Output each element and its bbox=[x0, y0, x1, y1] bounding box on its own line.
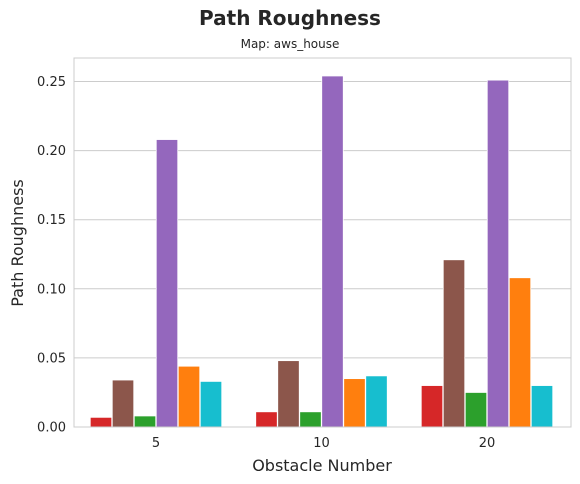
y-tick-label: 0.15 bbox=[37, 213, 66, 228]
bars bbox=[89, 75, 554, 428]
chart-subtitle: Map: aws_house bbox=[240, 37, 340, 51]
bar-series-5-cat-5 bbox=[177, 365, 201, 428]
bar-series-3-cat-10 bbox=[299, 411, 322, 428]
bar-series-6-cat-5 bbox=[199, 380, 223, 428]
plot-frame bbox=[73, 57, 572, 428]
y-tick-label: 0.20 bbox=[37, 144, 66, 159]
bar-series-3-cat-20 bbox=[464, 392, 488, 428]
y-tick-label: 0.10 bbox=[37, 282, 66, 297]
bar-series-1-cat-20 bbox=[420, 385, 444, 428]
bar-series-1-cat-10 bbox=[255, 411, 278, 428]
bar-series-5-cat-20 bbox=[508, 277, 532, 428]
y-tick-labels: 0.00 0.05 0.10 0.15 0.20 0.25 bbox=[37, 75, 66, 436]
y-tick-label: 0.00 bbox=[37, 421, 66, 436]
y-tick-label: 0.25 bbox=[37, 75, 66, 90]
bar-series-5-cat-10 bbox=[343, 378, 366, 428]
bar-series-3-cat-5 bbox=[133, 415, 157, 428]
bar-series-6-cat-20 bbox=[530, 385, 554, 428]
bar-series-4-cat-5 bbox=[155, 139, 179, 428]
chart-title: Path Roughness bbox=[199, 6, 381, 30]
x-tick-label: 10 bbox=[313, 436, 330, 451]
x-tick-label: 5 bbox=[152, 436, 160, 451]
y-axis-label: Path Roughness bbox=[8, 179, 27, 307]
y-tick-label: 0.05 bbox=[37, 351, 66, 366]
bar-series-2-cat-20 bbox=[442, 259, 466, 428]
bar-series-4-cat-10 bbox=[321, 75, 344, 428]
x-tick-label: 20 bbox=[479, 436, 496, 451]
x-tick-labels: 5 10 20 bbox=[152, 436, 495, 451]
bar-series-2-cat-5 bbox=[111, 379, 135, 428]
x-axis-label: Obstacle Number bbox=[252, 456, 392, 475]
bar-series-6-cat-10 bbox=[365, 375, 388, 428]
bar-series-2-cat-10 bbox=[277, 360, 300, 428]
bar-series-4-cat-20 bbox=[486, 79, 510, 428]
bar-series-1-cat-5 bbox=[89, 416, 113, 428]
